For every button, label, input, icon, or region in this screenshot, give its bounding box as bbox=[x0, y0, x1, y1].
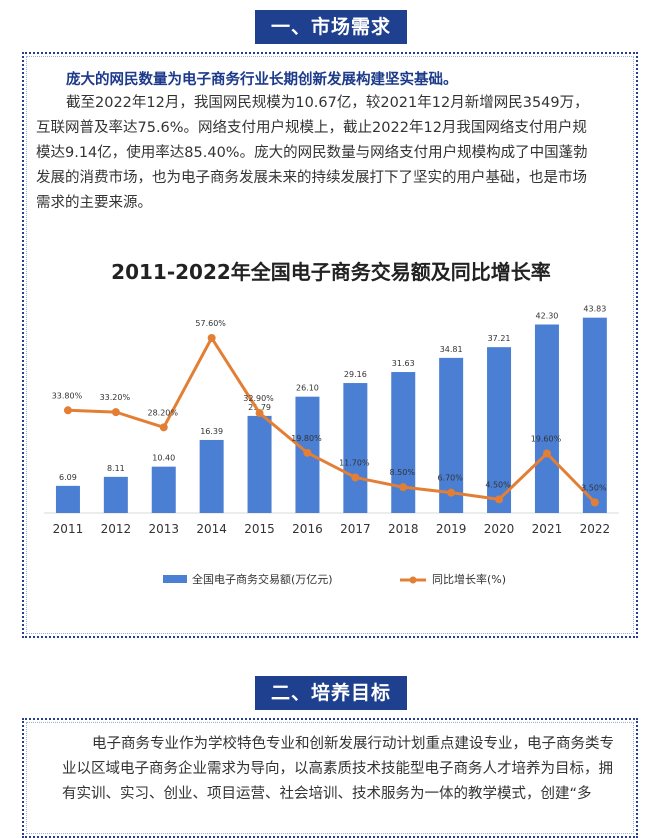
bar-value-label: 43.83 bbox=[583, 305, 606, 314]
growth-rate-point bbox=[207, 334, 216, 342]
growth-rate-label: 4.50% bbox=[485, 480, 511, 489]
x-tick-label: 2020 bbox=[484, 522, 515, 536]
growth-rate-label: 57.60% bbox=[195, 319, 226, 328]
bar-value-label: 10.40 bbox=[152, 454, 175, 463]
section-header-goal: 二、培养目标 bbox=[0, 676, 662, 715]
section-frame bbox=[22, 52, 638, 638]
chart-title: 2011-2022年全国电子商务交易额及同比增长率 bbox=[111, 260, 551, 284]
bar-value-label: 6.09 bbox=[59, 473, 77, 482]
bar-value-label: 8.11 bbox=[107, 464, 125, 473]
x-tick-label: 2016 bbox=[292, 522, 323, 536]
x-tick-label: 2011 bbox=[53, 522, 84, 536]
section-title: 二、培养目标 bbox=[248, 676, 414, 715]
bar bbox=[343, 383, 368, 513]
bar bbox=[55, 485, 80, 513]
growth-rate-point bbox=[590, 498, 599, 507]
section-header-market: 一、市场需求 bbox=[0, 10, 662, 49]
growth-rate-label: 28.20% bbox=[147, 408, 178, 417]
x-tick-label: 2019 bbox=[436, 522, 467, 536]
legend-label-line: 同比增长率(%) bbox=[432, 572, 506, 586]
bar bbox=[247, 415, 272, 513]
growth-rate-label: 33.80% bbox=[52, 391, 83, 400]
frame-inner-border bbox=[26, 56, 634, 634]
legend-swatch-bar bbox=[163, 575, 187, 583]
paragraph-line: 电子商务专业作为学校特色专业和创新发展行动计划重点建设专业，电子商务类专 bbox=[92, 736, 614, 752]
bar bbox=[391, 372, 416, 513]
growth-rate-point bbox=[495, 495, 504, 504]
growth-rate-point bbox=[255, 409, 264, 418]
x-tick-label: 2022 bbox=[580, 522, 611, 536]
bar bbox=[103, 476, 128, 513]
ecommerce-chart: 6.09 8.11 10.40 16.39 21.79 26.10 29.16 31.63 34… bbox=[44, 305, 619, 586]
x-tick-label: 2014 bbox=[196, 522, 227, 536]
paragraph-line: 有实训、实习、创业、项目运营、社会培训、技术服务为一体的教学模式，创建“多 bbox=[62, 786, 592, 802]
bar-value-label: 31.63 bbox=[392, 359, 415, 368]
growth-rate-point bbox=[399, 483, 408, 492]
growth-rate-point bbox=[303, 448, 312, 457]
growth-rate-label: 19.60% bbox=[531, 434, 562, 443]
growth-rate-label: 33.20% bbox=[100, 393, 131, 402]
growth-rate-label: 8.50% bbox=[390, 468, 416, 477]
bar bbox=[534, 324, 559, 513]
x-tick-label: 2015 bbox=[244, 522, 275, 536]
bar-value-label: 16.39 bbox=[200, 427, 223, 436]
legend-label-bar: 全国电子商务交易额(万亿元) bbox=[192, 572, 333, 586]
x-tick-label: 2018 bbox=[388, 522, 419, 536]
paragraph-line: 互联网普及率达75.6%。网络支付用户规模上，截止2022年12月我国网络支付用… bbox=[36, 120, 587, 136]
paragraph-line: 需求的主要来源。 bbox=[36, 195, 152, 211]
growth-rate-label: 3.50% bbox=[581, 483, 607, 492]
growth-rate-label: 6.70% bbox=[437, 474, 463, 483]
section-title: 一、市场需求 bbox=[248, 10, 414, 49]
x-tick-label: 2013 bbox=[148, 522, 179, 536]
growth-rate-point bbox=[159, 423, 168, 432]
lead-sentence: 庞大的网民数量为电子商务行业长期创新发展构建坚实基础。 bbox=[66, 72, 458, 88]
bar bbox=[199, 439, 224, 513]
growth-rate-label: 19.80% bbox=[291, 434, 322, 443]
paragraph-line: 业以区域电子商务企业需求为导向，以高素质技术技能型电子商务人才培养为目标，拥 bbox=[62, 761, 613, 777]
growth-rate-line bbox=[67, 336, 596, 504]
bar-value-label: 42.30 bbox=[535, 311, 558, 320]
x-tick-label: 2012 bbox=[101, 522, 132, 536]
x-tick-label: 2017 bbox=[340, 522, 371, 536]
x-tick-label: 2021 bbox=[532, 522, 563, 536]
goal-paragraph: 电子商务专业作为学校特色专业和创新发展行动计划重点建设专业，电子商务类专 业以区… bbox=[32, 732, 632, 807]
bar-value-label: 29.16 bbox=[344, 370, 367, 379]
paragraph-line: 发展的消费市场，也为电子商务发展未来的持续发展打下了坚实的用户基础，也是市场 bbox=[36, 170, 587, 186]
growth-rate-point bbox=[351, 473, 360, 482]
growth-rate-point bbox=[542, 449, 551, 458]
bar bbox=[487, 347, 512, 513]
bar-value-label: 21.79 bbox=[248, 403, 271, 412]
growth-rate-point bbox=[111, 408, 120, 417]
bar-value-label: 26.10 bbox=[296, 384, 319, 393]
growth-rate-point bbox=[447, 488, 456, 497]
legend-swatch-point bbox=[409, 576, 417, 584]
growth-rate-point bbox=[63, 406, 72, 415]
bar-value-label: 37.21 bbox=[488, 334, 511, 343]
growth-rate-label: 32.90% bbox=[243, 394, 274, 403]
bar bbox=[151, 466, 176, 513]
bar-value-label: 34.81 bbox=[440, 345, 463, 354]
paragraph-line: 截至2022年12月，我国网民规模为10.67亿，较2021年12月新增网民35… bbox=[66, 95, 589, 111]
market-paragraph: 截至2022年12月，我国网民规模为10.67亿，较2021年12月新增网民35… bbox=[36, 91, 630, 216]
paragraph-line: 模达9.14亿，使用率达85.40%。庞大的网民数量与网络支付用户规模构成了中国… bbox=[36, 145, 588, 161]
bar bbox=[582, 317, 607, 513]
growth-rate-label: 11.70% bbox=[339, 458, 370, 467]
bar bbox=[439, 357, 464, 513]
